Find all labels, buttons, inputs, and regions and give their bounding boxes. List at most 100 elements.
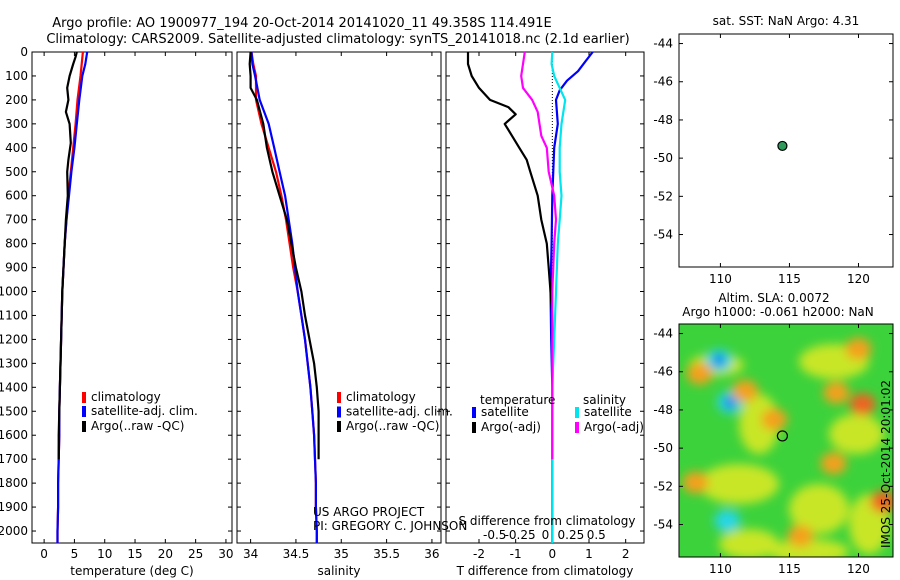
y-tick-label: -48 (653, 403, 673, 417)
y-tick-label: -44 (653, 37, 673, 51)
header-line-2: Climatology: CARS2009. Satellite-adjuste… (46, 32, 629, 47)
map-frame (678, 323, 894, 558)
series-line-temperature-argo-adj- (466, 52, 554, 340)
y-tick-label: -52 (653, 189, 673, 203)
y-tick-label: 300 (5, 117, 28, 131)
y-tick-label: 1800 (0, 476, 28, 490)
imos-stamp: IMOS 25-Oct-2014 20:01:02 (879, 380, 893, 548)
top-x-tick-label: 0 (542, 528, 550, 542)
legend-swatch (337, 421, 341, 432)
plot-frame (31, 51, 233, 544)
y-tick-label: 500 (5, 165, 28, 179)
legend-swatch (472, 422, 476, 433)
legend-entry: satellite-adj. clim. (91, 404, 198, 418)
sla-band (789, 484, 849, 534)
top-x-tick-label: 0.5 (587, 528, 606, 542)
x-tick-label: 36 (424, 547, 439, 561)
x-tick-label: 0 (40, 547, 48, 561)
sla-anomaly-orange (686, 362, 713, 385)
salinity-panel: 34 34.5 35 35.5 36 salinity climatologysatelli… (236, 51, 453, 578)
y-tick-label: 1300 (0, 356, 28, 370)
x-tick-label: 115 (778, 272, 801, 286)
difference-panel: -2 -1 0 1 2 T difference from climatology -0.5… (445, 51, 645, 578)
y-tick-label: -50 (653, 151, 673, 165)
legend-entry: Argo(-adj) (481, 420, 541, 434)
sla-band (769, 539, 849, 557)
y-tick-label: -46 (653, 75, 673, 89)
legend-entry: climatology (91, 390, 161, 404)
series-line-argo-raw-qc- (248, 51, 320, 460)
y-tick-label: 0 (20, 45, 28, 59)
legend-swatch (82, 392, 86, 403)
sla-anomaly-orange (820, 452, 847, 475)
x-tick-label: 20 (158, 547, 173, 561)
legend-swatch (82, 421, 86, 432)
plot-frame (236, 51, 442, 544)
sla-anomaly-red (849, 393, 876, 416)
legend-swatch (472, 407, 476, 418)
x-tick-label: 120 (847, 272, 870, 286)
sla-anomaly-orange (845, 337, 872, 360)
y-tick-label: -48 (653, 113, 673, 127)
y-tick-label: 2000 (0, 524, 28, 538)
sst-map-panel: -44 -46 -48 -50 -52 -54 110 115 120 sat. SST: NaN… (653, 14, 894, 286)
y-tick-label: -54 (653, 518, 673, 532)
legend-swatch (337, 406, 341, 418)
x-tick-label: 115 (778, 562, 801, 576)
top-x-tick-label: 0.25 (558, 528, 585, 542)
legend-entry: satellite-adj. clim. (346, 405, 453, 419)
y-tick-label: 1500 (0, 404, 28, 418)
y-tick-label: 1000 (0, 285, 28, 299)
map-subtitle: Argo h1000: -0.061 h2000: NaN (682, 305, 874, 319)
x-tick-label: 35 (334, 547, 349, 561)
legend-swatch (575, 422, 579, 433)
y-tick-label: 600 (5, 189, 28, 203)
x-tick-label: 15 (127, 547, 142, 561)
y-tick-label: 1100 (0, 308, 28, 322)
y-tick-label: -44 (653, 327, 673, 341)
x-axis-label: temperature (deg C) (70, 564, 193, 578)
y-tick-label: 200 (5, 93, 28, 107)
y-tick-label: 1400 (0, 380, 28, 394)
sla-anomaly-cyan (714, 509, 741, 532)
x-tick-label: 1 (585, 547, 593, 561)
x-tick-label: 30 (218, 547, 233, 561)
argo-float-marker (777, 140, 788, 152)
sla-band (719, 529, 779, 557)
x-axis-label: T difference from climatology (456, 564, 634, 578)
x-tick-label: 0 (549, 547, 557, 561)
sla-field (679, 324, 893, 557)
x-tick-label: 110 (709, 562, 732, 576)
plot-frame (445, 51, 645, 544)
x-tick-label: -2 (473, 547, 485, 561)
legend-entry: Argo(-adj) (584, 420, 644, 434)
temperature-panel: 0100200300400500600700800900100011001200… (0, 45, 234, 578)
pi-label: PI: GREGORY C. JOHNSON (313, 519, 467, 533)
argo-float-marker (776, 430, 789, 442)
x-tick-label: 34 (243, 547, 258, 561)
y-tick-label: -50 (653, 441, 673, 455)
legend-entry: satellite (481, 405, 529, 419)
series-line-climatology (250, 51, 318, 543)
y-tick-label: 1600 (0, 428, 28, 442)
x-tick-label: 5 (71, 547, 79, 561)
x-tick-label: 25 (188, 547, 203, 561)
series-line-satellite-adj-clim- (250, 51, 318, 543)
x-tick-label: -1 (510, 547, 522, 561)
y-tick-label: -46 (653, 365, 673, 379)
sla-band (699, 464, 779, 504)
y-tick-label: 700 (5, 213, 28, 227)
top-x-tick-label: -0.5 (483, 528, 506, 542)
sla-anomaly-orange (823, 381, 850, 404)
y-tick-label: -52 (653, 479, 673, 493)
legend-swatch (575, 407, 579, 418)
x-axis-label: salinity (317, 564, 360, 578)
x-tick-label: 34.5 (283, 547, 310, 561)
x-tick-label: 110 (709, 272, 732, 286)
x-tick-label: 35.5 (373, 547, 400, 561)
legend-heading: salinity (583, 393, 626, 407)
map-title: sat. SST: NaN Argo: 4.31 (713, 14, 860, 28)
sla-anomaly-core (725, 396, 736, 409)
sla-anomaly-orange (682, 471, 709, 494)
